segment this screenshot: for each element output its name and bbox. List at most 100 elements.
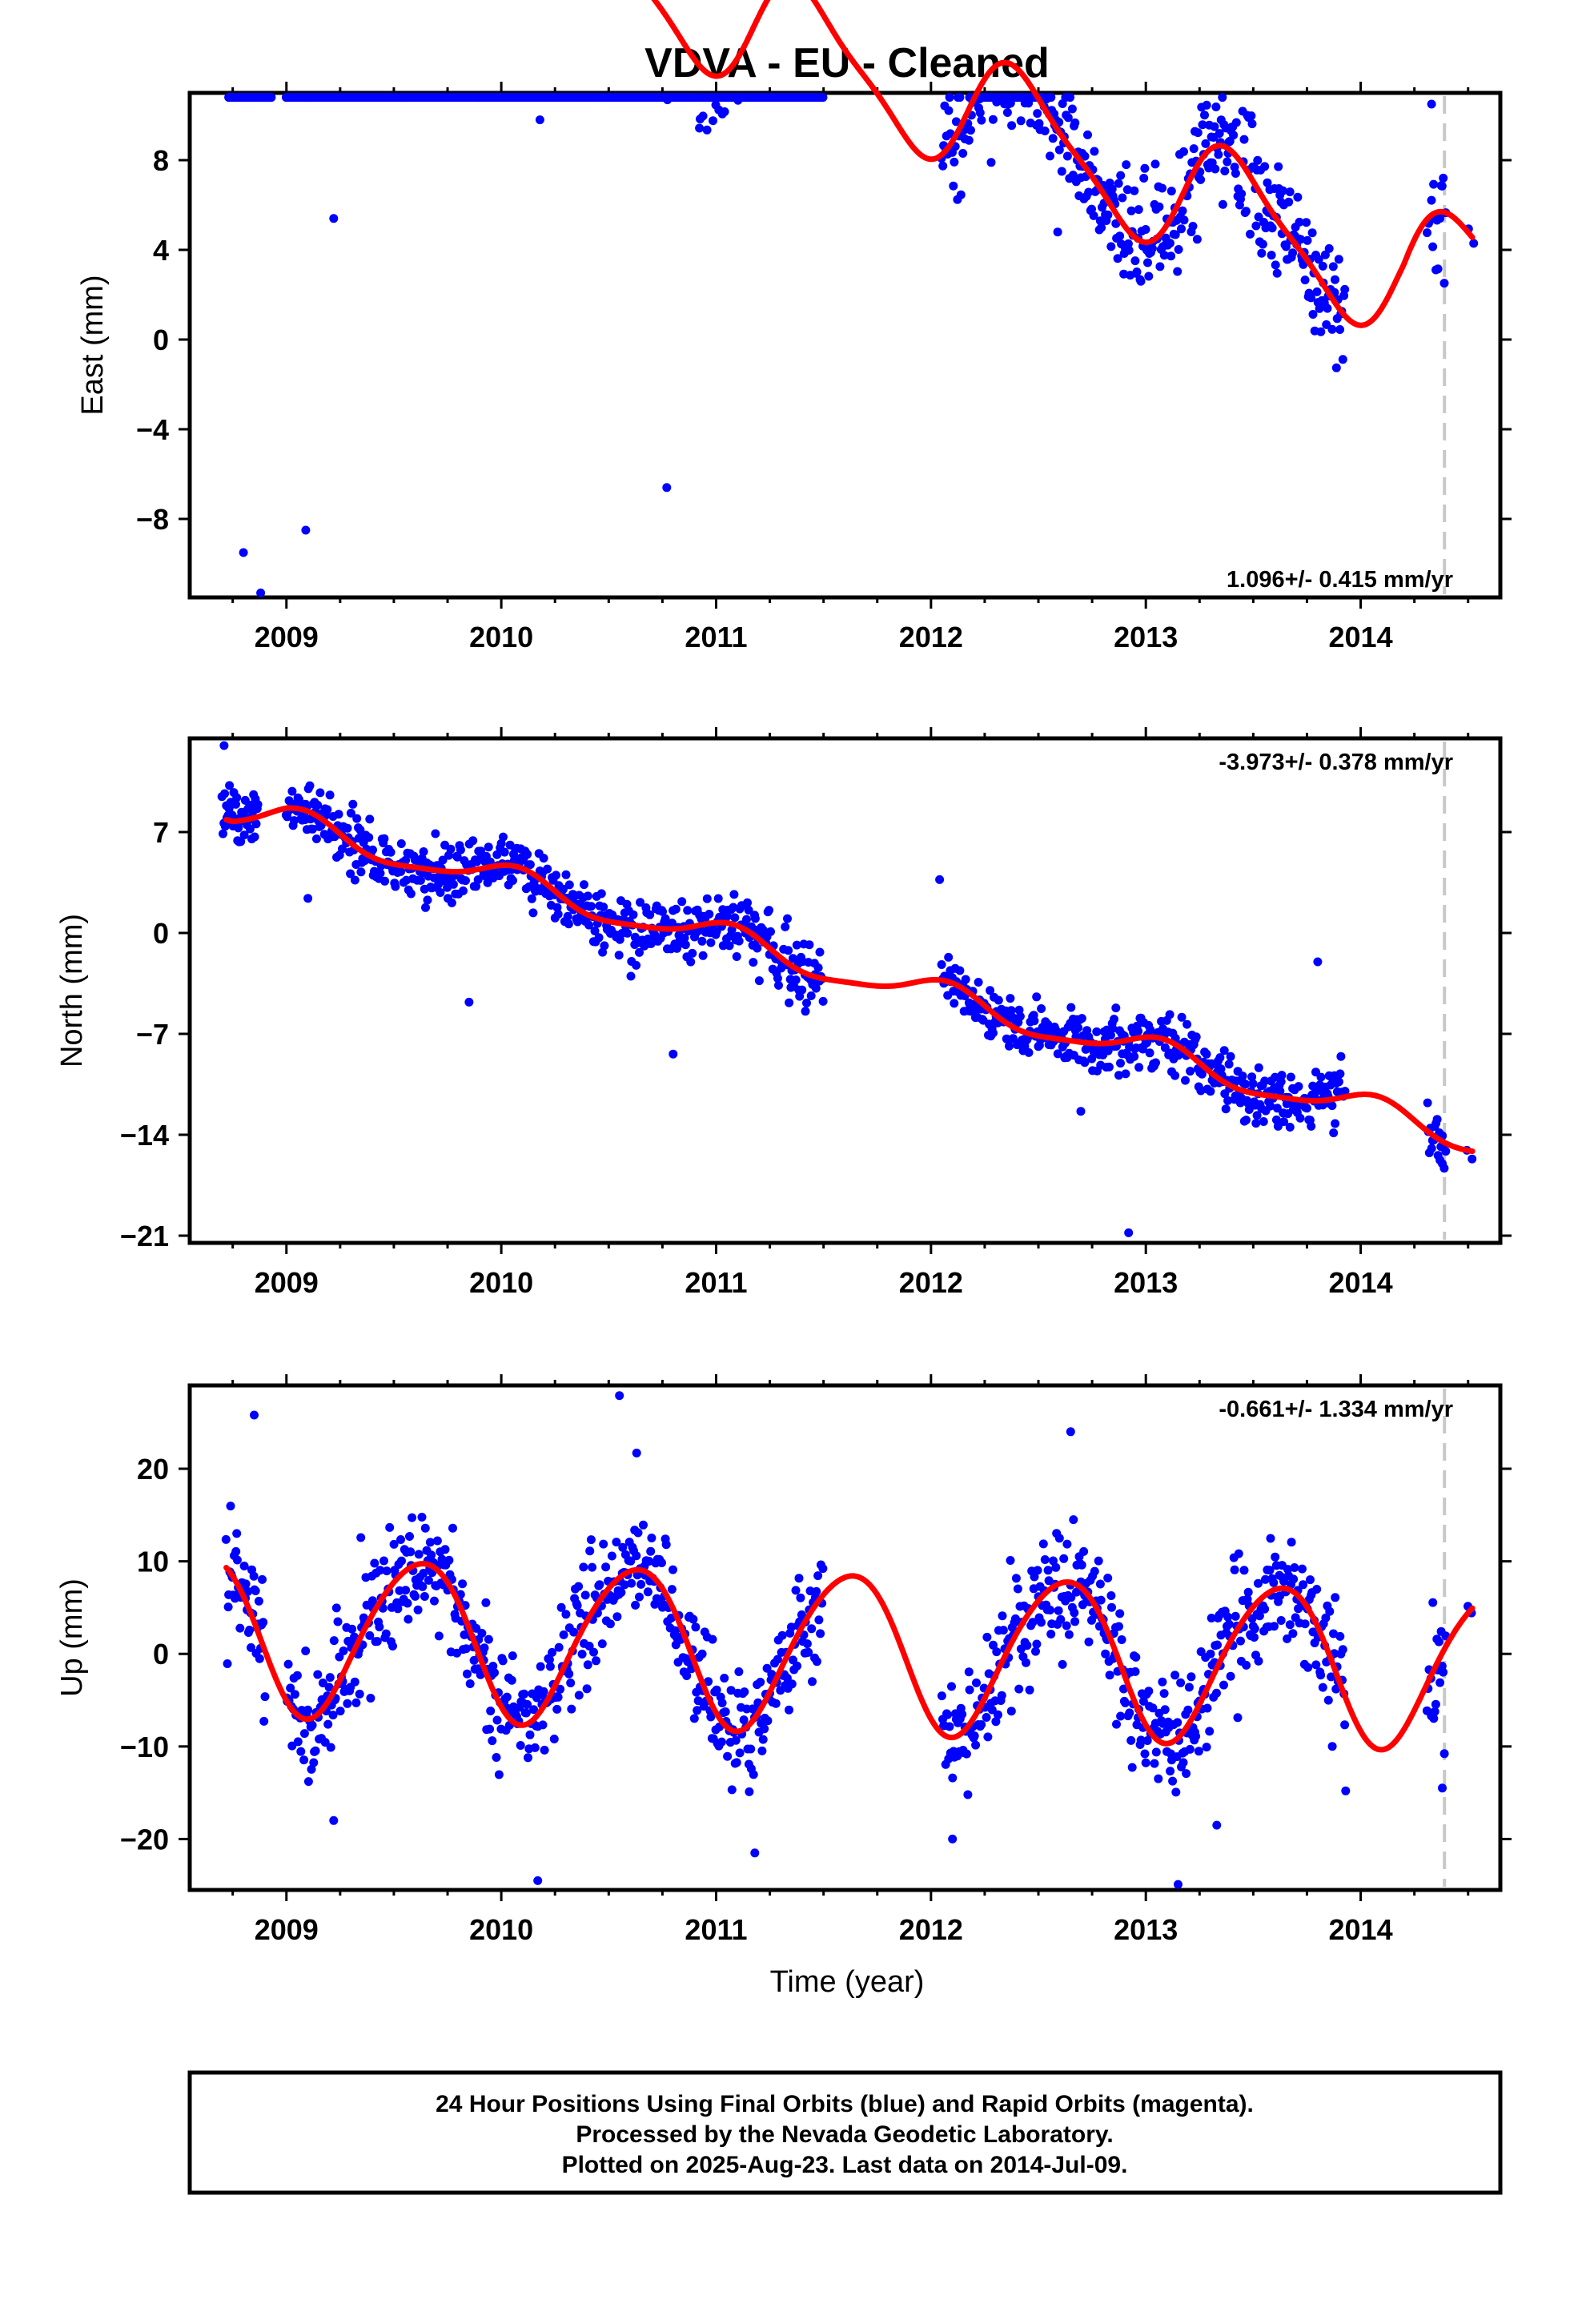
- up-data-point: [1022, 1658, 1030, 1667]
- up-data-point: [1131, 1652, 1141, 1662]
- east-data-point: [975, 108, 985, 118]
- up-data-point: [420, 1523, 430, 1533]
- up-data-point: [585, 1546, 595, 1556]
- up-data-point: [254, 1596, 263, 1606]
- up-x-tick-label: 2014: [1329, 1913, 1393, 1946]
- up-data-point: [331, 1603, 341, 1613]
- north-data-point: [305, 781, 315, 790]
- up-data-point: [977, 1720, 986, 1729]
- east-data-point: [1433, 264, 1443, 274]
- east-data-point: [1231, 118, 1241, 127]
- north-data-point: [600, 941, 609, 951]
- north-data-point: [1329, 1128, 1339, 1138]
- up-data-point: [758, 1735, 768, 1744]
- east-data-point: [1241, 207, 1251, 216]
- up-data-point: [299, 1729, 309, 1739]
- north-data-point: [386, 847, 396, 857]
- up-data-point: [385, 1522, 395, 1532]
- up-data-point: [323, 1719, 333, 1729]
- north-data-point: [1002, 1034, 1011, 1043]
- north-data-point: [245, 824, 255, 834]
- north-data-point: [636, 898, 645, 907]
- north-data-point: [1294, 1082, 1303, 1092]
- up-data-point: [397, 1556, 406, 1566]
- east-data-point: [1016, 116, 1026, 126]
- up-data-point: [1062, 1539, 1072, 1549]
- north-data-point: [813, 963, 823, 972]
- up-data-point: [1105, 1671, 1114, 1680]
- up-data-point: [943, 1710, 952, 1719]
- up-data-point: [309, 1758, 319, 1767]
- north-data-point: [543, 864, 552, 874]
- up-panel: 2009 2010 2011 2012 2013 2014 −20 −10 0 10 20 -0.6…: [55, 1374, 1512, 1946]
- east-data-point: [1114, 179, 1123, 188]
- north-data-point: [1331, 1119, 1340, 1128]
- up-data-point: [1194, 1747, 1203, 1756]
- north-data-point: [1468, 1154, 1477, 1164]
- north-data-point: [1160, 1043, 1170, 1052]
- north-data-point: [725, 941, 734, 951]
- north-data-point: [232, 793, 242, 802]
- north-data-point: [781, 922, 790, 931]
- up-outlier-point: [250, 1410, 259, 1420]
- north-data-point: [584, 920, 594, 930]
- up-data-point: [530, 1743, 540, 1752]
- north-rate-label: -3.973+/- 0.378 mm/yr: [1219, 750, 1453, 775]
- up-data-point: [388, 1642, 397, 1651]
- up-data-point: [787, 1679, 797, 1689]
- east-data-point: [1201, 139, 1211, 148]
- north-data-point: [750, 914, 760, 923]
- east-data-point: [1218, 199, 1227, 209]
- up-data-point: [259, 1618, 268, 1627]
- east-data-point: [988, 115, 998, 124]
- north-data-point: [1248, 1079, 1258, 1088]
- up-data-point: [1116, 1711, 1126, 1721]
- north-data-point: [468, 836, 478, 846]
- north-data-point: [580, 880, 588, 890]
- north-data-point: [492, 850, 502, 859]
- up-data-point: [971, 1740, 981, 1750]
- east-data-point: [1437, 181, 1447, 191]
- east-x-tick-label: 2010: [469, 621, 533, 653]
- up-data-point: [1117, 1635, 1126, 1644]
- up-data-point: [347, 1624, 357, 1634]
- up-data-point: [524, 1753, 532, 1763]
- north-data-point: [1276, 1077, 1286, 1087]
- east-data-point: [1140, 163, 1150, 173]
- up-data-point: [1242, 1660, 1251, 1670]
- north-data-point: [334, 810, 343, 819]
- up-data-point: [735, 1748, 745, 1758]
- up-data-point: [1236, 1636, 1245, 1646]
- north-data-point: [1215, 1053, 1225, 1063]
- up-data-point: [1159, 1689, 1169, 1699]
- up-data-point: [477, 1629, 487, 1638]
- up-data-point: [1166, 1767, 1175, 1776]
- east-data-point: [1258, 239, 1267, 249]
- north-data-point: [785, 998, 794, 1007]
- east-fit-curve: [651, 0, 1476, 328]
- up-data-point: [1025, 1685, 1034, 1695]
- up-data-point: [717, 1737, 726, 1747]
- north-data-point: [632, 960, 641, 970]
- north-data-point: [306, 814, 315, 824]
- north-data-point: [801, 1007, 810, 1016]
- east-data-point: [1331, 275, 1339, 284]
- up-data-point: [249, 1571, 259, 1581]
- up-data-point: [405, 1532, 414, 1541]
- north-data-point: [754, 976, 764, 986]
- east-y-tick-label: −4: [136, 413, 169, 446]
- east-data-point: [1251, 221, 1261, 231]
- east-data-point: [945, 93, 954, 103]
- north-data-point: [368, 845, 377, 854]
- north-data-point: [313, 800, 323, 810]
- north-data-point: [734, 936, 744, 946]
- east-panel: 2009 2010 2011 2012 2013 2014 −8 −4 0 4 8 1.096+/-…: [76, 0, 1512, 653]
- up-outlier-point: [329, 1815, 339, 1825]
- north-data-point: [645, 910, 655, 919]
- east-outlier-point: [256, 588, 266, 597]
- north-data-point: [599, 903, 608, 912]
- east-outlier-point: [662, 483, 672, 493]
- up-data-point: [1212, 1688, 1221, 1698]
- up-data-point: [465, 1679, 475, 1688]
- footer-box: 24 Hour Positions Using Final Orbits (bl…: [187, 2070, 1503, 2195]
